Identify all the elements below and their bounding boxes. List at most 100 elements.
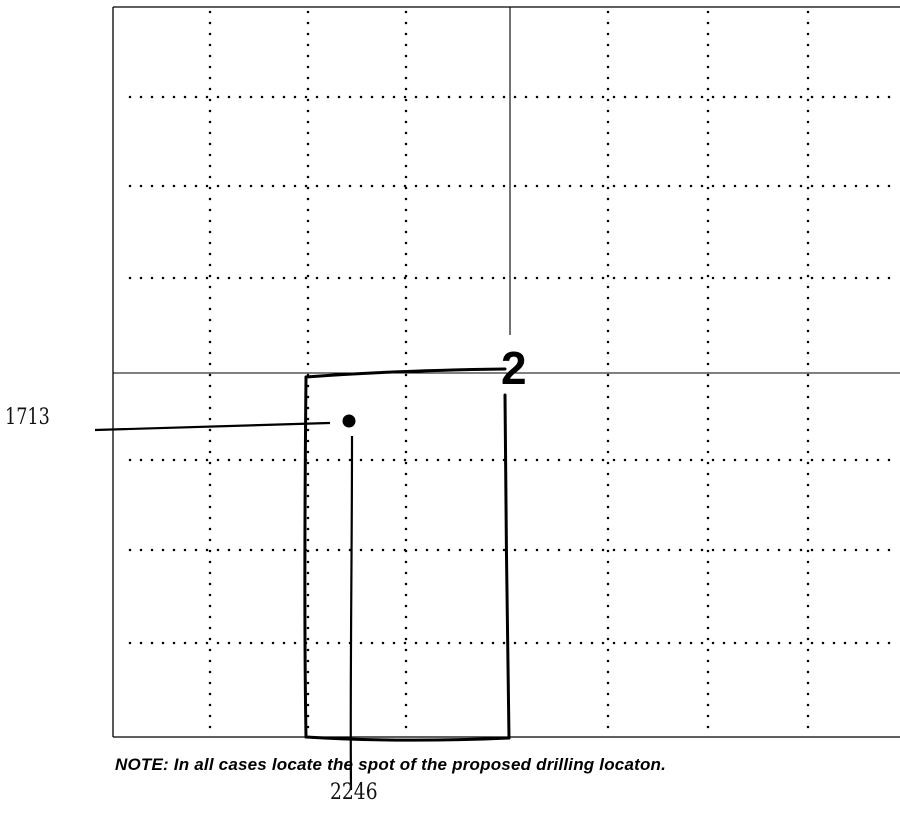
grid-dot-horizontal xyxy=(535,458,539,462)
grid-dot-vertical xyxy=(208,10,212,14)
grid-dot-vertical xyxy=(306,604,310,608)
grid-dot-vertical xyxy=(706,626,710,630)
grid-dot-horizontal xyxy=(458,458,462,462)
grid-dot-horizontal xyxy=(722,184,726,188)
grid-dot-vertical xyxy=(706,384,710,388)
grid-dot-horizontal xyxy=(524,641,528,645)
grid-dot-horizontal xyxy=(733,548,737,552)
grid-dot-horizontal xyxy=(656,276,660,280)
grid-dot-horizontal xyxy=(260,184,264,188)
grid-dot-horizontal xyxy=(689,184,693,188)
grid-dot-vertical xyxy=(806,417,810,421)
grid-dot-horizontal xyxy=(227,184,231,188)
grid-dot-horizontal xyxy=(436,95,440,99)
grid-dot-horizontal xyxy=(667,641,671,645)
grid-dot-horizontal xyxy=(414,95,418,99)
grid-dot-vertical xyxy=(606,43,610,47)
grid-dot-horizontal xyxy=(337,95,341,99)
grid-dot-vertical xyxy=(806,395,810,399)
grid-dot-vertical xyxy=(208,538,212,542)
grid-dot-vertical xyxy=(306,329,310,333)
grid-dot-vertical xyxy=(404,582,408,586)
grid-dot-vertical xyxy=(806,648,810,652)
grid-dot-vertical xyxy=(706,494,710,498)
grid-dot-horizontal xyxy=(249,276,253,280)
grid-dot-horizontal xyxy=(535,184,539,188)
grid-dot-vertical xyxy=(706,175,710,179)
grid-dot-vertical xyxy=(806,439,810,443)
grid-dot-vertical xyxy=(404,417,408,421)
grid-dot-horizontal xyxy=(524,458,528,462)
grid-dot-horizontal xyxy=(722,641,726,645)
grid-dot-vertical xyxy=(306,450,310,454)
grid-dot-horizontal xyxy=(645,276,649,280)
grid-dot-horizontal xyxy=(722,95,726,99)
grid-dot-vertical xyxy=(306,175,310,179)
grid-dot-horizontal xyxy=(788,548,792,552)
grid-dot-vertical xyxy=(306,285,310,289)
grid-dot-vertical xyxy=(606,560,610,564)
grid-dot-vertical xyxy=(706,593,710,597)
grid-dot-horizontal xyxy=(238,641,242,645)
grid-dot-vertical xyxy=(606,197,610,201)
grid-dot-horizontal xyxy=(667,95,671,99)
grid-dot-vertical xyxy=(806,296,810,300)
grid-dot-horizontal xyxy=(370,548,374,552)
grid-dot-vertical xyxy=(606,373,610,377)
grid-dot-horizontal xyxy=(128,276,132,280)
grid-dot-vertical xyxy=(706,505,710,509)
grid-dot-vertical xyxy=(806,362,810,366)
grid-dot-vertical xyxy=(306,527,310,531)
grid-dot-horizontal xyxy=(205,458,209,462)
grid-dot-vertical xyxy=(706,208,710,212)
grid-dot-vertical xyxy=(208,230,212,234)
grid-dot-vertical xyxy=(606,76,610,80)
grid-dot-vertical xyxy=(306,318,310,322)
grid-dot-horizontal xyxy=(249,548,253,552)
grid-dot-horizontal xyxy=(777,458,781,462)
grid-dot-vertical xyxy=(706,582,710,586)
grid-dot-horizontal xyxy=(755,184,759,188)
grid-dot-vertical xyxy=(404,274,408,278)
grid-dot-vertical xyxy=(706,714,710,718)
grid-dot-vertical xyxy=(208,648,212,652)
grid-dot-vertical xyxy=(306,560,310,564)
grid-dot-vertical xyxy=(706,274,710,278)
grid-dot-horizontal xyxy=(403,276,407,280)
grid-dot-horizontal xyxy=(557,641,561,645)
grid-dot-vertical xyxy=(404,384,408,388)
grid-dot-horizontal xyxy=(150,458,154,462)
grid-dot-horizontal xyxy=(843,641,847,645)
grid-dot-vertical xyxy=(208,208,212,212)
grid-dot-horizontal xyxy=(293,548,297,552)
grid-dot-horizontal xyxy=(513,95,517,99)
grid-dot-horizontal xyxy=(623,276,627,280)
grid-dot-horizontal xyxy=(678,548,682,552)
grid-dot-horizontal xyxy=(414,276,418,280)
grid-dot-horizontal xyxy=(359,276,363,280)
grid-dot-vertical xyxy=(706,516,710,520)
grid-dot-horizontal xyxy=(568,641,572,645)
grid-dot-vertical xyxy=(806,450,810,454)
grid-dot-horizontal xyxy=(623,95,627,99)
grid-dot-horizontal xyxy=(139,641,143,645)
grid-dot-vertical xyxy=(806,692,810,696)
grid-dot-vertical xyxy=(208,483,212,487)
grid-dot-horizontal xyxy=(282,276,286,280)
grid-dot-horizontal xyxy=(689,548,693,552)
grid-dot-vertical xyxy=(404,329,408,333)
grid-dot-vertical xyxy=(306,87,310,91)
grid-dot-vertical xyxy=(606,318,610,322)
grid-dot-horizontal xyxy=(788,184,792,188)
grid-dot-vertical xyxy=(208,65,212,69)
grid-dot-vertical xyxy=(706,252,710,256)
grid-dot-vertical xyxy=(606,340,610,344)
grid-dot-vertical xyxy=(208,54,212,58)
grid-dot-horizontal xyxy=(799,184,803,188)
grid-dot-vertical xyxy=(404,164,408,168)
grid-dot-horizontal xyxy=(733,276,737,280)
grid-dot-horizontal xyxy=(458,95,462,99)
grid-dot-vertical xyxy=(208,505,212,509)
grid-dot-vertical xyxy=(208,516,212,520)
grid-dot-horizontal xyxy=(161,548,165,552)
